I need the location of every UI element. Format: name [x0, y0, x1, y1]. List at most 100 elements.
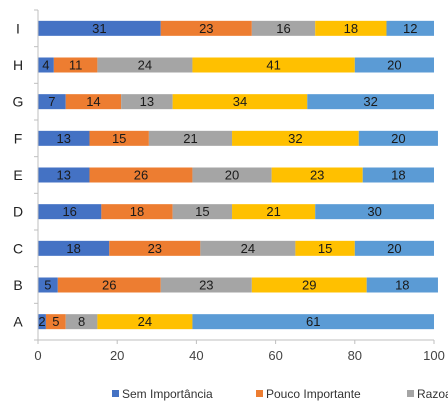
bar-segment	[38, 204, 102, 220]
bar-segment	[97, 314, 193, 330]
bar-segment	[271, 167, 363, 183]
legend-swatch	[407, 390, 414, 397]
data-label: 21	[266, 204, 280, 219]
bar-segment	[386, 20, 434, 36]
data-label: 23	[310, 168, 324, 183]
bar-segment	[192, 314, 434, 330]
data-label: 34	[233, 94, 247, 109]
x-tick-label: 0	[34, 348, 41, 363]
legend-entry: Razoave	[417, 387, 448, 401]
bar-segment	[192, 57, 355, 73]
bar-segment	[109, 240, 201, 256]
data-label: 11	[69, 58, 83, 73]
bar-segment	[45, 314, 66, 330]
bar-segment	[354, 57, 434, 73]
data-label: 24	[138, 58, 152, 73]
data-label: 20	[387, 241, 401, 256]
category-label: F	[14, 130, 23, 146]
data-label: 18	[66, 241, 80, 256]
category-label: E	[13, 167, 22, 183]
data-label: 18	[344, 21, 358, 36]
bar-segment	[315, 20, 387, 36]
legend-entry: Sem Importância	[122, 387, 213, 401]
category-label: C	[13, 240, 23, 256]
bar-segment	[307, 94, 434, 110]
bar-segment	[38, 314, 46, 330]
bar-segment	[251, 20, 316, 36]
data-label: 13	[57, 168, 71, 183]
data-label: 61	[306, 314, 320, 329]
data-label: 29	[302, 278, 316, 293]
bar-segment	[232, 204, 316, 220]
data-label: 8	[78, 314, 85, 329]
data-label: 21	[183, 131, 197, 146]
bar-segment	[160, 277, 252, 293]
bars-layer	[34, 9, 438, 341]
data-label: 15	[318, 241, 332, 256]
bar-segment	[38, 277, 58, 293]
data-label: 18	[130, 204, 144, 219]
data-label: 2	[38, 314, 45, 329]
bar-segment	[295, 240, 355, 256]
legend: Sem Importância Pouco Importante Razoave	[112, 387, 448, 401]
data-label: 26	[102, 278, 116, 293]
bar-segment	[89, 167, 193, 183]
bar-segment	[172, 94, 308, 110]
category-label: D	[13, 204, 23, 220]
bar-segment	[65, 94, 122, 110]
data-label: 18	[395, 278, 409, 293]
bar-segment	[362, 167, 434, 183]
bar-segment	[38, 20, 161, 36]
bar-segment	[101, 204, 173, 220]
data-label: 20	[225, 168, 239, 183]
data-label: 13	[57, 131, 71, 146]
data-label: 13	[140, 94, 154, 109]
bar-segment	[121, 94, 173, 110]
data-label: 14	[86, 94, 100, 109]
data-label: 30	[367, 204, 381, 219]
bar-segment	[38, 57, 54, 73]
x-tick-label: 40	[189, 348, 203, 363]
bar-segment	[192, 167, 272, 183]
bar-segment	[366, 277, 438, 293]
x-tick-label: 60	[268, 348, 282, 363]
bar-segment	[53, 57, 98, 73]
data-label: 32	[288, 131, 302, 146]
data-label: 24	[138, 314, 152, 329]
data-label: 5	[44, 278, 51, 293]
data-label: 20	[387, 58, 401, 73]
data-label: 5	[52, 314, 59, 329]
bar-segment	[89, 130, 149, 146]
data-label: 16	[276, 21, 290, 36]
bar-segment	[358, 130, 438, 146]
data-label: 23	[148, 241, 162, 256]
data-label: 18	[391, 168, 405, 183]
bar-segment	[172, 204, 233, 220]
bar-segment	[251, 277, 367, 293]
bar-segment	[38, 240, 110, 256]
bar-segment	[38, 130, 90, 146]
bar-segment	[354, 240, 434, 256]
bar-segment	[38, 94, 66, 110]
bar-segment	[200, 240, 296, 256]
data-label: 24	[241, 241, 255, 256]
data-label: 12	[403, 21, 417, 36]
bar-segment	[315, 204, 434, 220]
data-label: 20	[391, 131, 405, 146]
bar-segment	[232, 130, 359, 146]
data-label: 15	[195, 204, 209, 219]
bar-segment	[148, 130, 233, 146]
data-label: 41	[266, 58, 280, 73]
bar-segment	[57, 277, 161, 293]
x-tick-label: 80	[348, 348, 362, 363]
data-label: 23	[199, 21, 213, 36]
data-label: 32	[363, 94, 377, 109]
legend-swatch	[112, 390, 119, 397]
data-label: 23	[199, 278, 213, 293]
bar-segment	[97, 57, 193, 73]
category-labels: A B C D E F G H I	[13, 20, 24, 329]
x-tick-label: 100	[423, 348, 445, 363]
category-label: A	[13, 314, 23, 330]
legend-swatch	[256, 390, 263, 397]
